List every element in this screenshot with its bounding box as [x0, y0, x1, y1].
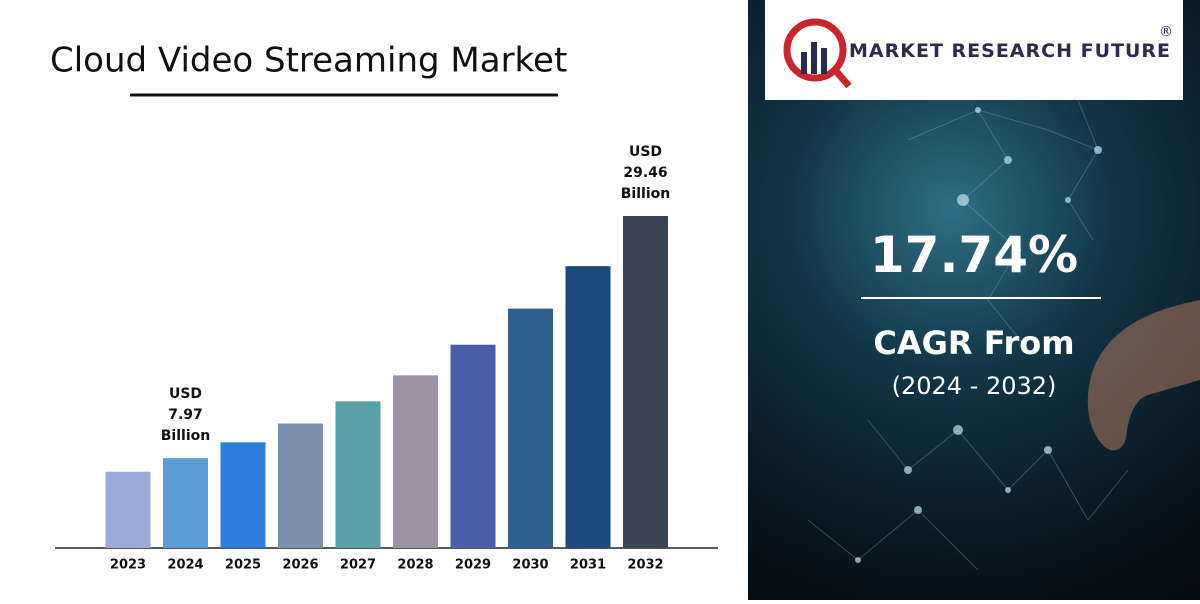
registered-mark: ® — [1159, 24, 1173, 40]
divider — [861, 297, 1101, 299]
x-tick-label: 2031 — [570, 558, 606, 573]
x-tick-label: 2023 — [110, 558, 146, 573]
bar — [393, 375, 438, 548]
chart-panel: Cloud Video Streaming Market 2023 2024 202… — [50, 40, 718, 573]
chart: Cloud Video Streaming Market 2023 2024 202… — [50, 41, 718, 573]
bar — [105, 471, 151, 548]
x-tick-label: 2026 — [282, 558, 318, 573]
info-panel: MARKET RESEARCH FUTURE ® 17.74% CAGR Fro… — [748, 0, 1200, 600]
network-graphic — [807, 99, 1200, 571]
value-label: USD 29.46 Billion — [620, 144, 671, 202]
x-tick-label: 2027 — [340, 558, 376, 573]
bar — [278, 423, 323, 548]
value-label: USD 7.97 Billion — [160, 386, 211, 445]
bar — [508, 308, 553, 548]
x-tick-label: 2032 — [627, 558, 663, 573]
x-tick-label: 2024 — [167, 558, 203, 573]
logo-icon — [783, 18, 852, 89]
bar — [335, 401, 381, 548]
bar — [220, 442, 266, 548]
cagr-label: CAGR From — [873, 324, 1075, 362]
x-tick-label: 2029 — [455, 558, 491, 573]
brand-name: MARKET RESEARCH FUTURE — [849, 40, 1171, 62]
cagr-period: (2024 - 2032) — [891, 372, 1057, 400]
bar — [623, 216, 668, 548]
bar — [163, 458, 208, 548]
x-tick-label: 2025 — [225, 558, 261, 573]
bar — [565, 266, 611, 548]
bar — [450, 344, 496, 548]
x-tick-label: 2028 — [397, 558, 433, 573]
x-tick-label: 2030 — [512, 558, 548, 573]
cagr-value: 17.74% — [869, 226, 1079, 284]
chart-title: Cloud Video Streaming Market — [50, 41, 567, 81]
logo: MARKET RESEARCH FUTURE ® — [765, 0, 1183, 100]
